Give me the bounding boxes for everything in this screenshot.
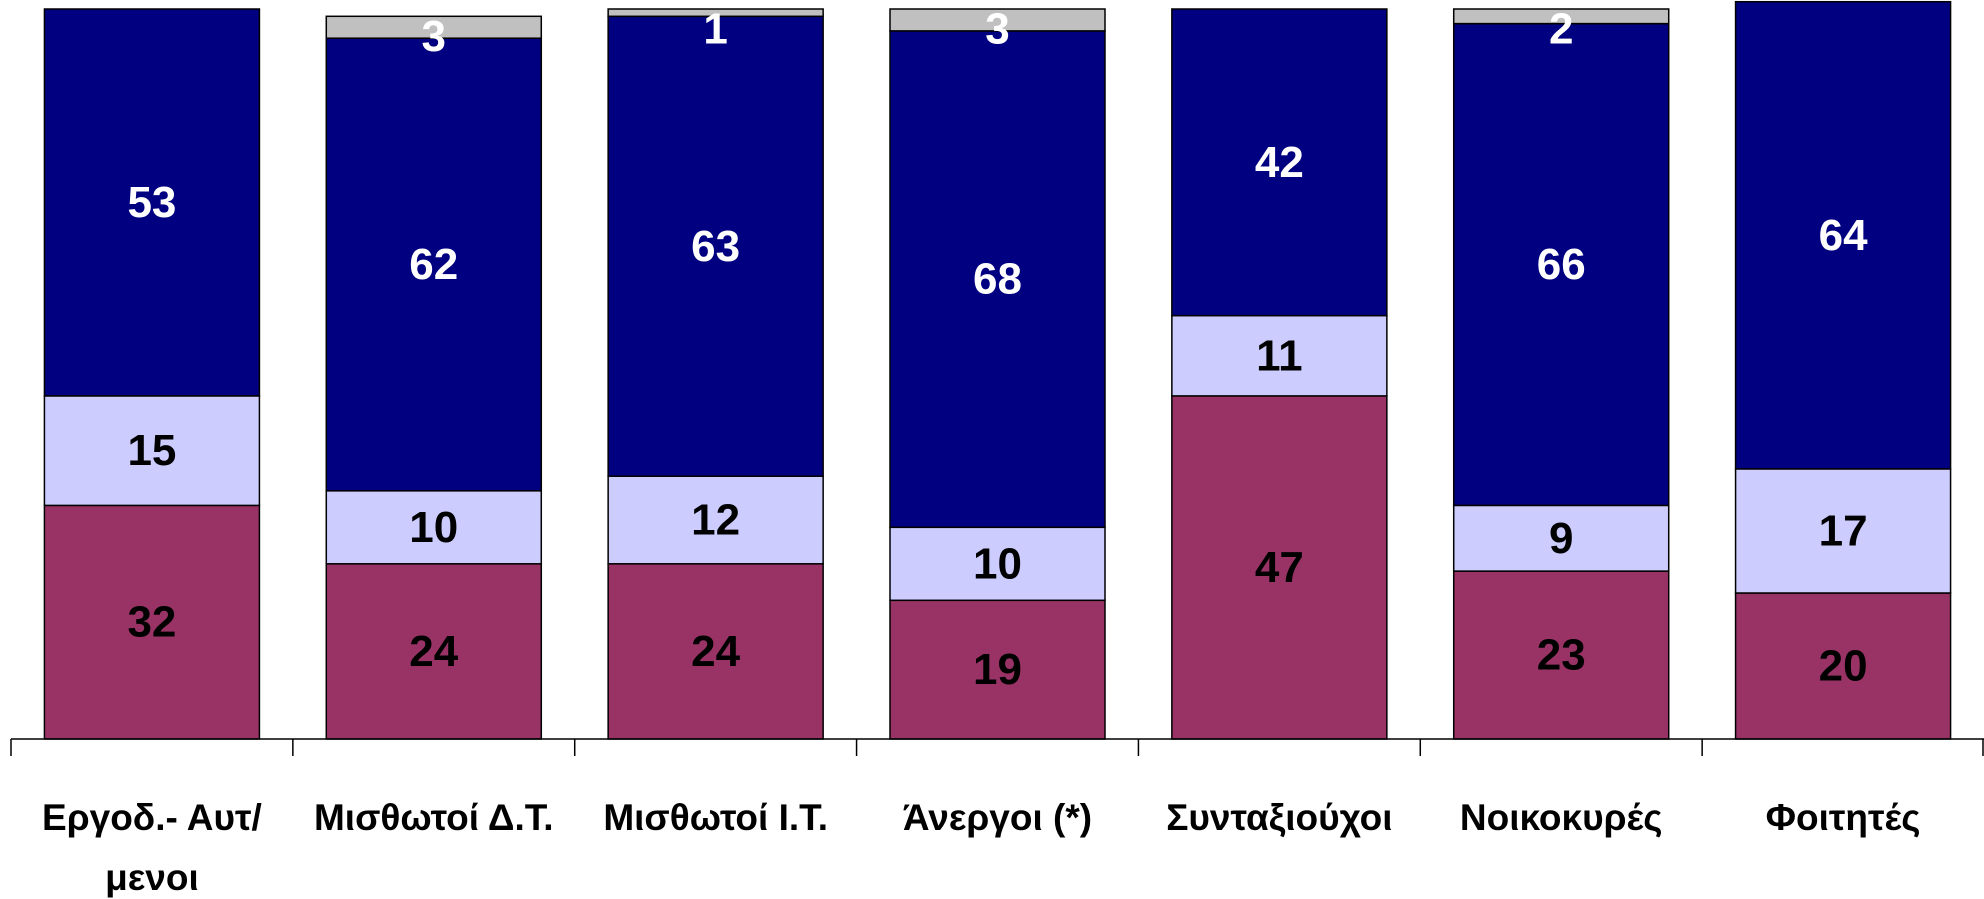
x-tick-label: Άνεργοι (*) (902, 797, 1093, 838)
x-tick-label: Εργοδ.- Αυτ/μενοι (42, 797, 262, 898)
bar-segment (607, 563, 824, 740)
bar-segment (43, 395, 261, 507)
value-label: 62 (409, 240, 458, 289)
value-label: 9 (1549, 514, 1573, 563)
value-label: 19 (973, 645, 1022, 694)
bar-segment (1171, 395, 1388, 740)
bar-segment (325, 15, 543, 39)
bar-segment (1452, 22, 1670, 507)
bar-segment (325, 37, 543, 492)
value-label: 53 (127, 178, 176, 227)
bar-segment (43, 8, 261, 397)
value-label: 32 (127, 598, 176, 647)
bar-segment (1734, 0, 1952, 470)
bar-segment (607, 475, 824, 565)
bar-segment (325, 563, 543, 740)
bar-segment (1452, 570, 1670, 740)
bar-segment (607, 15, 824, 477)
value-label: 1 (703, 5, 727, 54)
x-tick-label: Νοικοκυρές (1459, 797, 1663, 838)
bar-segment (1171, 314, 1388, 397)
x-tick-label: Μισθωτοί Δ.Τ. (313, 797, 554, 838)
bar-segment (1452, 504, 1670, 572)
bar-segment (43, 504, 261, 740)
x-tick-label: Συνταξιούχοι (1166, 797, 1393, 838)
bar-segment (1171, 8, 1388, 317)
bar-segment (889, 8, 1106, 32)
value-label: 12 (691, 496, 740, 545)
bar-segment (607, 8, 824, 18)
value-label: 24 (409, 627, 458, 676)
value-label: 23 (1537, 631, 1586, 680)
value-label: 3 (985, 5, 1009, 54)
x-tick-label: Φοιτητές (1765, 797, 1921, 838)
value-label: 24 (691, 627, 740, 676)
bar-segment (1734, 468, 1952, 594)
value-label: 10 (409, 503, 458, 552)
value-label: 10 (973, 539, 1022, 588)
bar-segment (1452, 8, 1670, 25)
bar-segment (889, 30, 1106, 529)
value-label: 68 (973, 255, 1022, 304)
value-label: 2 (1549, 5, 1573, 54)
bar-segment (889, 599, 1106, 740)
value-label: 15 (127, 426, 176, 475)
value-label: 42 (1255, 138, 1304, 187)
value-label: 11 (1256, 331, 1303, 380)
value-label: 47 (1255, 543, 1304, 592)
bar-segment (325, 490, 543, 565)
value-label: 17 (1819, 506, 1868, 555)
bar-segment (889, 526, 1106, 602)
value-label: 64 (1819, 211, 1868, 260)
x-tick-label: Μισθωτοί Ι.Τ. (603, 797, 828, 838)
value-label: 20 (1819, 642, 1868, 691)
value-label: 63 (691, 222, 740, 271)
bar-segment (1734, 592, 1952, 740)
value-label: 66 (1537, 240, 1586, 289)
value-label: 3 (422, 12, 446, 61)
